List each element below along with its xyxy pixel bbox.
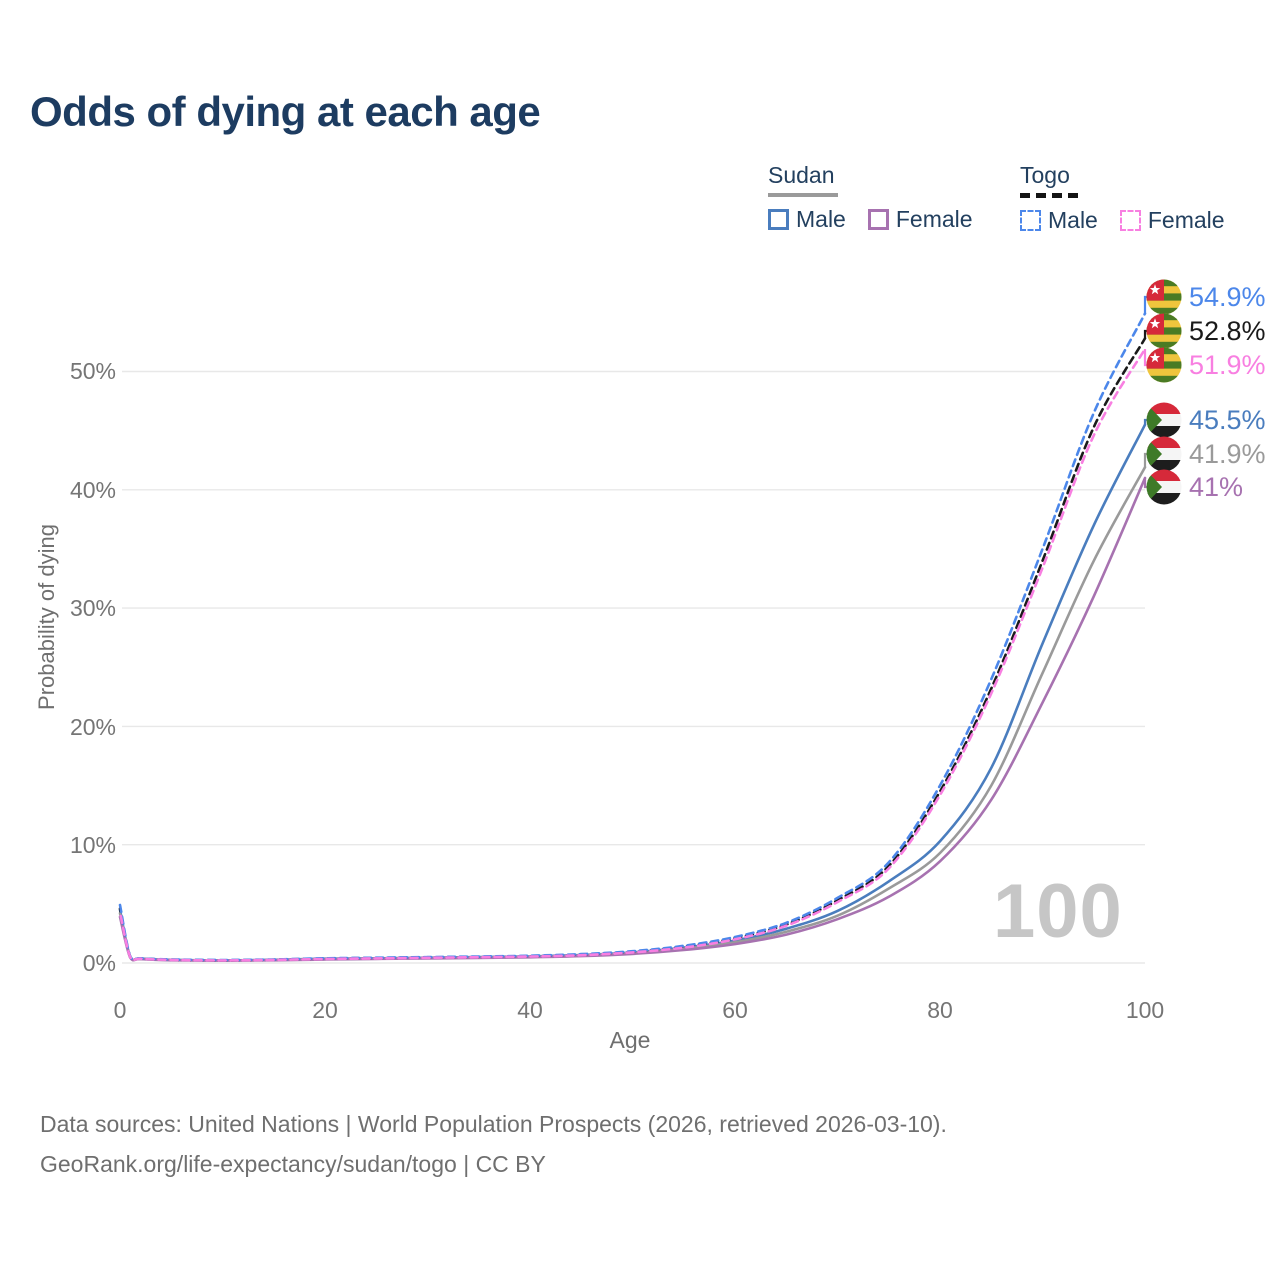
- end-label-sudan-male: 45.5%: [1146, 402, 1266, 438]
- end-label-value: 52.8%: [1189, 315, 1266, 346]
- togo-flag-icon: [1146, 313, 1182, 349]
- x-tick-0: 0: [113, 997, 127, 1023]
- togo-male-swatch-icon: [1020, 210, 1041, 231]
- togo-flag-icon: [1146, 347, 1182, 383]
- togo-flag-icon: [1146, 279, 1182, 315]
- sudan-flag-icon: [1146, 436, 1182, 472]
- end-label-value: 41%: [1189, 471, 1244, 502]
- end-label-sudan-female: 41%: [1146, 469, 1243, 505]
- end-label-togo-both: 52.8%: [1146, 313, 1266, 349]
- end-label-value: 51.9%: [1189, 349, 1266, 380]
- sudan-underline-swatch-icon: [768, 193, 838, 197]
- series-line-sudan-both[interactable]: [118, 466, 1147, 962]
- end-label-value: 54.9%: [1189, 281, 1266, 312]
- y-tick-50: 50%: [69, 358, 116, 384]
- x-tick-60: 60: [722, 997, 748, 1023]
- sudan-male-swatch-icon: [768, 209, 789, 230]
- legend-item-sudan-male[interactable]: Male: [768, 206, 846, 233]
- end-label-sudan-both: 41.9%: [1146, 436, 1266, 472]
- series-line-togo-female[interactable]: [118, 347, 1147, 962]
- y-tick-30: 30%: [69, 595, 116, 621]
- legend-country-togo[interactable]: Togo: [1020, 162, 1225, 198]
- x-axis-title: Age: [609, 1027, 651, 1053]
- end-label-value: 45.5%: [1189, 404, 1266, 435]
- end-label-value: 41.9%: [1189, 438, 1266, 469]
- y-tick-40: 40%: [69, 477, 116, 503]
- series-line-sudan-female[interactable]: [118, 476, 1147, 962]
- y-tick-0: 0%: [82, 950, 116, 976]
- legend-country-sudan-label: Sudan: [768, 162, 835, 188]
- data-sources-line: Data sources: United Nations | World Pop…: [40, 1111, 947, 1137]
- sudan-flag-icon: [1146, 402, 1182, 438]
- legend-item-sudan-male-label: Male: [796, 206, 846, 232]
- x-tick-20: 20: [312, 997, 338, 1023]
- end-label-togo-female: 51.9%: [1146, 347, 1266, 383]
- togo-underline-swatch-icon: [1020, 193, 1078, 198]
- x-tick-100: 100: [1125, 997, 1165, 1023]
- legend-item-togo-female[interactable]: Female: [1119, 207, 1225, 234]
- legend-country-sudan[interactable]: Sudan: [768, 162, 973, 197]
- togo-female-swatch-icon: [1119, 210, 1141, 231]
- y-axis-title: Probability of dying: [34, 524, 59, 710]
- legend-group-togo: Togo Male Female: [1020, 162, 1225, 234]
- attribution-line: GeoRank.org/life-expectancy/sudan/togo |…: [40, 1151, 546, 1177]
- legend-item-togo-male[interactable]: Male: [1020, 207, 1098, 234]
- sudan-flag-icon: [1146, 469, 1182, 505]
- end-label-togo-male: 54.9%: [1146, 279, 1266, 315]
- footer: Data sources: United Nations | World Pop…: [40, 1104, 947, 1184]
- legend-group-sudan: Sudan Male Female: [768, 162, 973, 233]
- age-counter-watermark: 100: [993, 869, 1123, 954]
- series-line-togo-both[interactable]: [118, 337, 1147, 962]
- sudan-female-swatch-icon: [867, 209, 889, 230]
- y-tick-10: 10%: [69, 832, 116, 858]
- legend-item-togo-female-label: Female: [1147, 207, 1225, 233]
- legend-item-sudan-female[interactable]: Female: [867, 206, 973, 233]
- legend-item-sudan-female-label: Female: [895, 206, 973, 232]
- legend-country-togo-label: Togo: [1020, 162, 1070, 188]
- series-line-togo-male[interactable]: [118, 312, 1147, 962]
- page-title: Odds of dying at each age: [30, 88, 541, 135]
- y-tick-20: 20%: [69, 714, 116, 740]
- legend-item-togo-male-label: Male: [1048, 207, 1098, 233]
- x-tick-40: 40: [517, 997, 543, 1023]
- x-tick-80: 80: [927, 997, 953, 1023]
